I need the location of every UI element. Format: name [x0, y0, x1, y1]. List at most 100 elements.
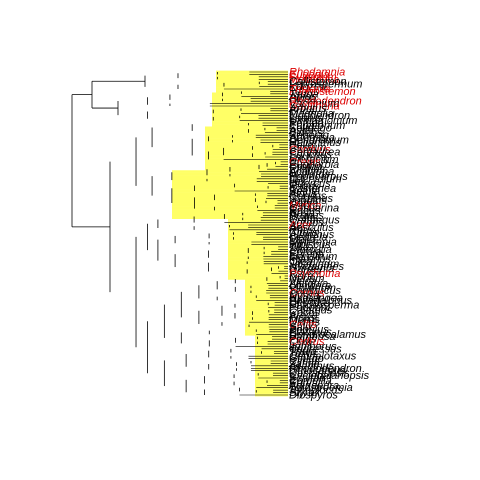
tip-label: Syzygium	[289, 71, 337, 83]
tip-label: Populus	[289, 324, 329, 336]
tip-label: Picea	[289, 93, 317, 105]
tip-label: Sambucus	[289, 285, 341, 297]
tip-label: Diospyros	[289, 390, 338, 402]
tip-label: Corylus	[289, 190, 327, 202]
tip-label: Melia	[289, 234, 315, 246]
tip-label: Adinandra	[288, 380, 339, 392]
tip-label: Castanopsis	[289, 368, 350, 380]
tip-label: Malus	[289, 212, 319, 224]
tip-label: Crepis	[289, 156, 321, 168]
tip-label: Eupatorium	[289, 120, 345, 132]
tip-label: Hieracium	[289, 154, 339, 166]
tip-label: Nerium	[289, 273, 324, 285]
tip-label: Sorbus	[289, 217, 324, 229]
tip-label: Ligustrum	[289, 251, 337, 263]
tip-label: Ficus	[289, 312, 316, 324]
tip-label: Prunus	[289, 210, 324, 222]
tip-label: Psychotria	[289, 268, 340, 280]
tip-label: Rubus	[289, 205, 321, 217]
tip-label: Alnus	[288, 188, 317, 200]
tip-label: Cinnamomum	[289, 115, 357, 127]
tip-label: Kunzea	[289, 81, 326, 93]
tip-label: Larix	[289, 339, 313, 351]
tip-label: Acalypha	[288, 166, 334, 178]
tip-label: Areca	[288, 309, 318, 321]
tip-label: Arbutus	[288, 103, 327, 115]
tip-label: Aesculus	[288, 222, 334, 234]
tip-label: Lactuca	[289, 152, 328, 164]
tip-label: Bambusa	[289, 331, 335, 343]
tip-label: Bidens	[289, 127, 323, 139]
tip-label: Cordia	[289, 246, 321, 258]
tip-label: Olea	[289, 256, 312, 268]
tip-label: Ginkgo	[289, 353, 324, 365]
tip-label: Symplocos	[289, 385, 343, 397]
tip-label: Cornus	[289, 288, 325, 300]
tip-label: Ehretia	[289, 249, 324, 261]
tip-label: Viburnum	[289, 283, 336, 295]
tip-label: Dendrocalamus	[289, 329, 367, 341]
tip-label: Ilex	[289, 176, 307, 188]
tip-label: Gardenia	[289, 263, 334, 275]
tip-label: Myrica	[289, 200, 321, 212]
tip-label: Cirsium	[289, 142, 326, 154]
tip-label: Rhododendron	[289, 96, 362, 108]
tip-label: Melaleuca	[289, 74, 339, 86]
tip-label: Quercus	[289, 178, 331, 190]
tip-label: Cyclobalanopsis	[289, 370, 370, 382]
tip-label: Pinus	[289, 334, 317, 346]
tip-label: Eurya	[289, 377, 318, 389]
tip-label: Alstonia	[288, 278, 328, 290]
tip-label: Leptospermum	[289, 79, 362, 91]
tip-label: Ricinus	[289, 164, 326, 176]
tip-label: Styrax	[289, 387, 321, 399]
tip-label: Nyssa	[289, 290, 320, 302]
tip-label: Cedrus	[289, 336, 325, 348]
tip-label: Ailanthus	[288, 229, 335, 241]
tip-label: Rhus	[289, 224, 315, 236]
tip-label: Phoenix	[289, 302, 329, 314]
tip-label: Hydrangea	[289, 292, 343, 304]
tip-label: Salix	[289, 322, 313, 334]
tip-label: Sterculia	[289, 244, 332, 256]
tip-label: Philadelphus	[289, 295, 352, 307]
tip-label: Tsuga	[289, 88, 319, 100]
tip-label: Hibiscus	[289, 239, 331, 251]
tip-label: Casuarina	[289, 203, 339, 215]
tip-label: Deutzia	[289, 297, 326, 309]
tip-label: Citrus	[289, 227, 318, 239]
tip-label: Nyctanthes	[289, 261, 345, 273]
tip-label: Helianthus	[289, 137, 341, 149]
tip-label: Rhodamnia	[289, 67, 345, 79]
tip-label: Podocarpus	[289, 171, 348, 183]
tip-label: Juniperus	[288, 341, 337, 353]
tip-label: Sonchus	[289, 149, 332, 161]
tip-label: Liriodendron	[289, 110, 350, 122]
tip-label: Castanea	[289, 183, 336, 195]
tip-label: Callistemon	[289, 76, 346, 88]
tip-label: Lonicera	[289, 280, 331, 292]
tip-label: Centaurea	[289, 147, 340, 159]
tip-label: Platanus	[289, 326, 332, 338]
tip-label: Juglans	[288, 195, 327, 207]
tip-label: Lithocarpus	[289, 365, 346, 377]
tip-label: Croton	[289, 161, 322, 173]
tip-label: Crataegus	[289, 215, 340, 227]
tip-label: Fagus	[289, 181, 320, 193]
tip-label: Ixora	[289, 271, 313, 283]
tip-label: Cephalotaxus	[289, 351, 357, 363]
tip-label: Eugenia	[289, 69, 329, 81]
tip-label: Cycas	[289, 356, 320, 368]
tip-label: Dendrobium	[289, 135, 349, 147]
tip-label: Cupressus	[289, 343, 342, 355]
tip-label: Calamus	[289, 305, 333, 317]
tip-label: Senecio	[289, 130, 329, 142]
tip-label: Morus	[289, 314, 320, 326]
tip-label: Celtis	[289, 319, 317, 331]
tip-label: Camellia	[289, 375, 332, 387]
tip-label: Tristania	[289, 84, 330, 96]
tip-label: Ptychosperma	[289, 300, 359, 312]
tip-label: Bellis	[289, 139, 316, 151]
